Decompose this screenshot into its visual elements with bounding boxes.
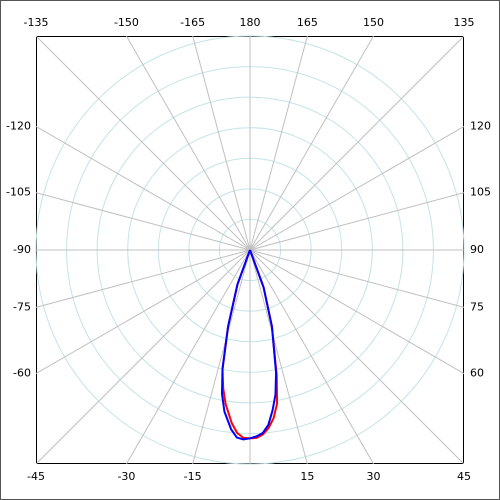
angle-grid-line (126, 249, 251, 465)
angle-grid-line (249, 249, 465, 374)
angle-grid-line (249, 249, 308, 465)
angle-grid-line (249, 249, 465, 465)
angle-tick-label: -30 (117, 470, 135, 483)
angle-grid-line (126, 35, 251, 251)
angle-tick-label: -75 (13, 300, 31, 313)
angle-grid-line (249, 35, 308, 251)
angle-grid-line (35, 249, 251, 374)
angle-tick-label: -60 (13, 367, 31, 380)
angle-tick-label: 75 (470, 300, 484, 313)
angle-tick-label: -135 (24, 16, 49, 29)
angle-grid-line (35, 35, 251, 251)
angle-grid-line (249, 35, 465, 251)
angle-tick-label: -45 (27, 470, 45, 483)
angle-grid-line (35, 249, 251, 308)
angle-tick-label: -150 (114, 16, 139, 29)
angle-tick-label: 105 (470, 186, 491, 199)
angle-grid-line (35, 192, 251, 251)
intensity-curve (221, 249, 278, 441)
angle-grid-line (249, 126, 465, 251)
angle-tick-label: 30 (367, 470, 381, 483)
angle-grid-line (192, 249, 251, 465)
angle-tick-label: -15 (184, 470, 202, 483)
angle-grid-line (35, 249, 251, 465)
angle-grid-line (192, 35, 251, 251)
angle-grid-line (35, 126, 251, 251)
angle-tick-label: 45 (457, 470, 471, 483)
angle-grid-line (249, 249, 465, 308)
angle-grid-line (249, 35, 374, 251)
angle-tick-label: 90 (470, 243, 484, 256)
angle-tick-label: -90 (13, 243, 31, 256)
angle-grid-line (249, 192, 465, 251)
angle-tick-label: 135 (454, 16, 475, 29)
angle-tick-label: 165 (297, 16, 318, 29)
angle-tick-label: 180 (240, 16, 261, 29)
angle-tick-label: -165 (180, 16, 205, 29)
angle-tick-label: 120 (470, 119, 491, 132)
angle-tick-label: -120 (6, 119, 31, 132)
angle-grid-line (249, 249, 374, 465)
angle-tick-label: 15 (300, 470, 314, 483)
angle-tick-label: 150 (363, 16, 384, 29)
angle-tick-label: -105 (6, 186, 31, 199)
angle-tick-label: 60 (470, 367, 484, 380)
